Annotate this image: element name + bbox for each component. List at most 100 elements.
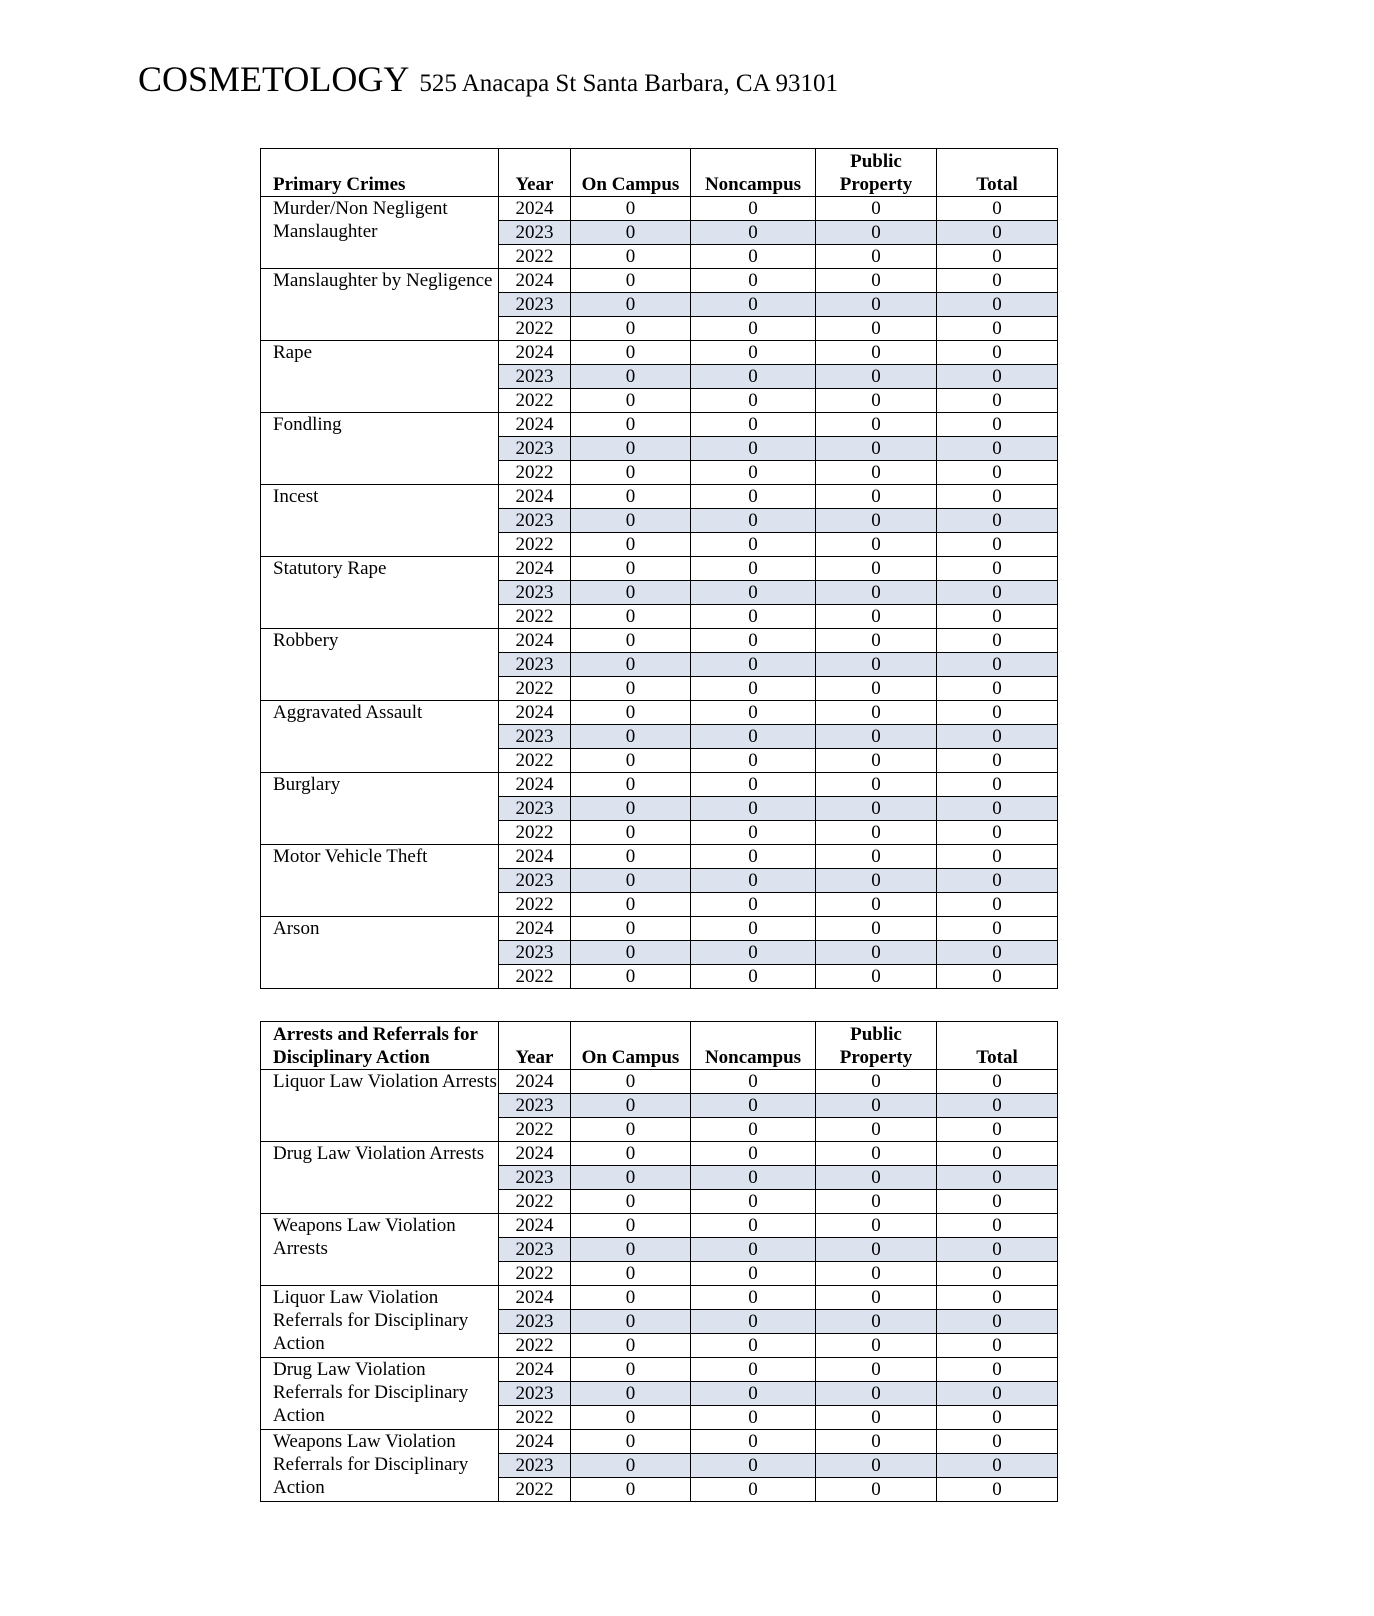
public-property-cell: 0 [815,268,937,293]
year-cell: 2024 [498,628,571,653]
school-name: COSMETOLOGY [138,59,410,99]
on-campus-cell: 0 [570,940,691,965]
year-cell: 2024 [498,556,571,581]
table-row: Weapons Law Violation Referrals for Disc… [260,1429,1058,1502]
noncampus-cell: 0 [690,340,816,365]
noncampus-cell: 0 [690,316,816,341]
year-cell: 2022 [498,964,571,989]
table-row: 2022 0 0 0 0 [261,964,1058,989]
year-cell: 2024 [498,844,571,869]
public-property-cell: 0 [815,1453,937,1478]
table-row: 2022 0 0 0 0 [261,1405,1058,1430]
year-cell: 2023 [498,1165,571,1190]
total-cell: 0 [936,1069,1058,1094]
total-cell: 0 [936,1309,1058,1334]
table-row: 2023 0 0 0 0 [261,940,1058,965]
noncampus-cell: 0 [690,580,816,605]
total-cell: 0 [936,676,1058,701]
noncampus-cell: 0 [690,772,816,797]
total-cell: 0 [936,388,1058,413]
column-header-noncampus: Noncampus [690,148,816,197]
public-property-cell: 0 [815,244,937,269]
year-cell: 2023 [498,652,571,677]
total-cell: 0 [936,316,1058,341]
crime-category: Burglary [260,772,499,845]
on-campus-cell: 0 [570,628,691,653]
public-property-cell: 0 [815,676,937,701]
on-campus-cell: 0 [570,436,691,461]
year-cell: 2023 [498,1093,571,1118]
year-cell: 2023 [498,940,571,965]
public-property-cell: 0 [815,580,937,605]
total-cell: 0 [936,748,1058,773]
total-cell: 0 [936,1453,1058,1478]
year-cell: 2023 [498,796,571,821]
total-cell: 0 [936,844,1058,869]
table-row: 2022 0 0 0 0 [261,1477,1058,1502]
on-campus-cell: 0 [570,412,691,437]
on-campus-cell: 0 [570,532,691,557]
table-row: Fondling 2024 0 0 0 0 [260,412,1058,485]
public-property-cell: 0 [815,748,937,773]
on-campus-cell: 0 [570,1069,691,1094]
total-cell: 0 [936,508,1058,533]
year-cell: 2022 [498,1261,571,1286]
public-property-cell: 0 [815,1477,937,1502]
on-campus-cell: 0 [570,748,691,773]
public-property-cell: 0 [815,1093,937,1118]
public-property-cell: 0 [815,652,937,677]
total-cell: 0 [936,364,1058,389]
crime-category: Liquor Law Violation Referrals for Disci… [260,1285,499,1358]
table-row: 2023 0 0 0 0 [261,1309,1058,1334]
year-cell: 2023 [498,724,571,749]
on-campus-cell: 0 [570,220,691,245]
noncampus-cell: 0 [690,268,816,293]
public-property-cell: 0 [815,412,937,437]
table-row: 2022 0 0 0 0 [261,892,1058,917]
on-campus-cell: 0 [570,292,691,317]
year-cell: 2023 [498,1453,571,1478]
table-row: 2023 0 0 0 0 [261,292,1058,317]
noncampus-cell: 0 [690,436,816,461]
year-cell: 2022 [498,388,571,413]
year-cell: 2023 [498,1309,571,1334]
total-cell: 0 [936,772,1058,797]
on-campus-cell: 0 [570,316,691,341]
public-property-cell: 0 [815,724,937,749]
noncampus-cell: 0 [690,364,816,389]
public-property-cell: 0 [815,1165,937,1190]
total-cell: 0 [936,268,1058,293]
on-campus-cell: 0 [570,1453,691,1478]
crime-category: Rape [260,340,499,413]
table-row: Rape 2024 0 0 0 0 [260,340,1058,413]
year-cell: 2022 [498,244,571,269]
year-cell: 2023 [498,436,571,461]
on-campus-cell: 0 [570,508,691,533]
noncampus-cell: 0 [690,724,816,749]
noncampus-cell: 0 [690,1213,816,1238]
public-property-cell: 0 [815,1213,937,1238]
public-property-cell: 0 [815,1117,937,1142]
on-campus-cell: 0 [570,676,691,701]
on-campus-cell: 0 [570,1309,691,1334]
public-property-cell: 0 [815,508,937,533]
on-campus-cell: 0 [570,1429,691,1454]
on-campus-cell: 0 [570,1189,691,1214]
on-campus-cell: 0 [570,1381,691,1406]
total-cell: 0 [936,964,1058,989]
year-cell: 2023 [498,508,571,533]
public-property-cell: 0 [815,1069,937,1094]
noncampus-cell: 0 [690,532,816,557]
total-cell: 0 [936,724,1058,749]
total-cell: 0 [936,892,1058,917]
table-row: 2023 0 0 0 0 [261,364,1058,389]
on-campus-cell: 0 [570,1141,691,1166]
total-cell: 0 [936,604,1058,629]
total-cell: 0 [936,580,1058,605]
table-row: Aggravated Assault 2024 0 0 0 0 [260,700,1058,773]
table-row: 2022 0 0 0 0 [261,1261,1058,1286]
table-row: 2022 0 0 0 0 [261,1333,1058,1358]
noncampus-cell: 0 [690,868,816,893]
table-row: Arson 2024 0 0 0 0 [260,916,1058,989]
total-cell: 0 [936,628,1058,653]
